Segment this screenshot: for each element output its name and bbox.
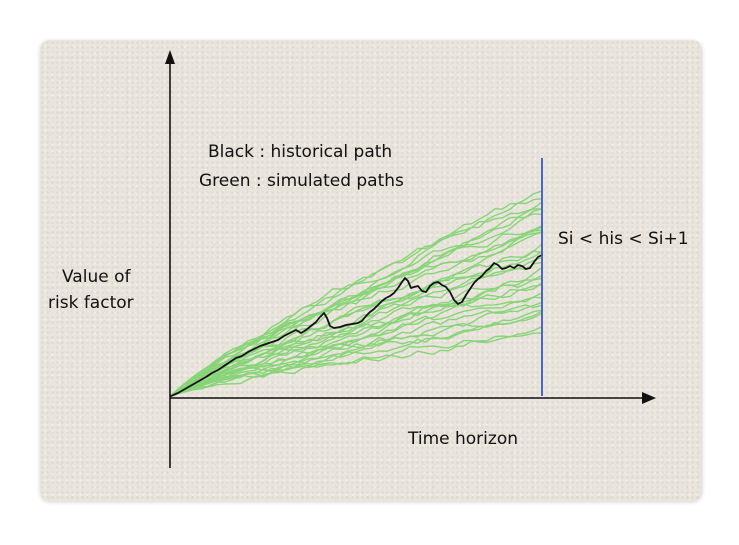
legend-black-label: Black : historical path	[208, 142, 392, 162]
simulated-path	[170, 326, 542, 397]
axes	[169, 63, 646, 468]
y-axis-label-line1: Value of	[62, 267, 131, 287]
simulated-path	[170, 292, 542, 397]
y-axis-label-line2: risk factor	[48, 293, 134, 313]
simulated-path	[170, 309, 542, 397]
x-axis-arrowhead	[642, 392, 656, 404]
simulated-path	[170, 332, 542, 397]
diagram-card	[40, 40, 702, 501]
legend-green-label: Green : simulated paths	[199, 171, 404, 191]
simulated-path	[170, 250, 542, 397]
y-axis-arrowhead	[165, 50, 175, 64]
simulated-path	[170, 225, 542, 397]
simulated-path	[170, 226, 542, 397]
simulated-path	[170, 313, 542, 397]
simulated-path	[170, 275, 542, 397]
simulated-path	[170, 304, 542, 397]
simulated-path	[170, 302, 542, 397]
threshold-label: Si < his < Si+1	[558, 229, 689, 249]
historical-path	[170, 254, 543, 397]
simulated-path	[170, 284, 542, 397]
simulated-path	[170, 278, 542, 397]
x-axis-label: Time horizon	[407, 429, 518, 449]
